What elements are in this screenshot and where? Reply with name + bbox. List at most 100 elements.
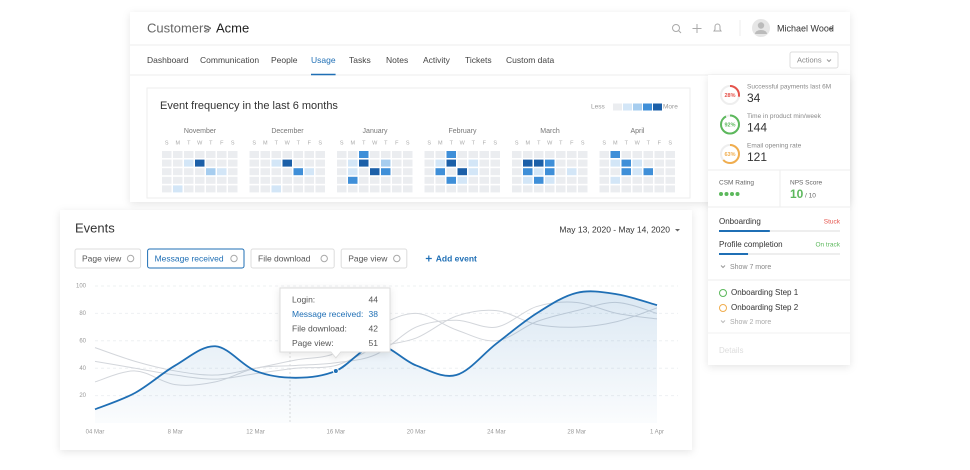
weekday-label: W — [635, 140, 641, 146]
weekday-label: T — [275, 140, 279, 146]
breadcrumb[interactable]: Customers — [147, 20, 210, 35]
nav-tab[interactable]: Notes — [386, 55, 408, 65]
heatmap-cell — [282, 159, 292, 167]
heatmap-cell — [293, 168, 303, 176]
heatmap-cell — [643, 185, 653, 193]
date-range[interactable]: May 13, 2020 - May 14, 2020 — [559, 224, 670, 234]
step-label[interactable]: Onboarding Step 1 — [731, 288, 799, 297]
heatmap-cell — [403, 168, 413, 176]
filter-chip[interactable] — [147, 248, 245, 269]
weekday-label: M — [175, 140, 180, 146]
heatmap-cell — [654, 168, 664, 176]
heatmap-cell — [359, 176, 369, 184]
add-icon[interactable] — [692, 24, 702, 33]
heatmap-cell — [490, 168, 500, 176]
heatmap-cell — [643, 151, 653, 158]
heatmap-cell — [621, 185, 631, 193]
x-tick-label: 16 Mar — [327, 430, 346, 436]
show-more[interactable]: Show 2 more — [730, 319, 771, 326]
x-tick-label: 04 Mar — [86, 430, 105, 436]
heatmap-cell — [370, 159, 380, 167]
heatmap-cell — [435, 185, 445, 193]
heatmap-cell — [654, 159, 664, 167]
heatmap-cell — [610, 185, 620, 193]
remove-icon[interactable] — [126, 254, 135, 263]
heatmap-cell — [282, 176, 292, 184]
nav-tab[interactable]: Usage — [311, 55, 336, 65]
heatmap-cell — [392, 151, 402, 158]
heatmap-cell — [545, 168, 555, 176]
filter-chip[interactable] — [340, 248, 408, 269]
progress-track — [719, 253, 840, 255]
nav-tab[interactable]: Communication — [200, 55, 259, 65]
heatmap-cell — [195, 168, 205, 176]
events-title: Events — [75, 220, 115, 235]
add-event[interactable]: Add event — [436, 253, 477, 263]
remove-icon[interactable] — [230, 254, 238, 263]
nav-tab[interactable]: Custom data — [506, 55, 554, 65]
weekday-label: T — [297, 140, 301, 146]
heatmap-cell — [610, 159, 620, 167]
weekday-label: T — [537, 140, 541, 146]
filter-chip[interactable] — [74, 248, 142, 269]
weekday-label: T — [559, 140, 563, 146]
heatmap-cell — [446, 185, 456, 193]
heatmap-cell — [654, 185, 664, 193]
nav-tab[interactable]: Dashboard — [147, 55, 189, 65]
weekday-label: F — [483, 140, 487, 146]
heatmap-cell — [315, 168, 325, 176]
heatmap-cell — [315, 151, 325, 158]
remove-icon[interactable] — [393, 254, 401, 263]
heatmap-cell — [337, 176, 347, 184]
user-name[interactable]: Michael Wood — [777, 23, 834, 33]
heatmap-cell — [654, 151, 664, 158]
heatmap-cell — [370, 185, 380, 193]
bell-icon[interactable] — [713, 23, 722, 32]
nav-tab[interactable]: Tickets — [465, 55, 492, 65]
actions-button[interactable] — [789, 51, 839, 69]
show-more[interactable]: Show 7 more — [730, 264, 771, 271]
heatmap-cell — [479, 185, 489, 193]
heatmap-cell — [512, 151, 522, 158]
filter-label: Page view — [82, 253, 122, 263]
heatmap-cell — [249, 176, 259, 184]
nav-tab[interactable]: People — [271, 55, 298, 65]
heatmap-cell — [348, 185, 358, 193]
nav-tab[interactable]: Activity — [423, 55, 451, 65]
heatmap-cell — [173, 168, 183, 176]
metric-value: 144 — [747, 121, 767, 135]
tooltip-label: Page view: — [292, 338, 334, 348]
heatmap-cell — [228, 176, 238, 184]
heatmap-cell — [392, 168, 402, 176]
y-tick-label: 60 — [79, 338, 86, 344]
heatmap-cell — [534, 151, 544, 158]
heatmap-cell — [632, 168, 642, 176]
heatmap-cell — [337, 159, 347, 167]
heatmap-cell — [468, 159, 478, 167]
heatmap-cell — [643, 168, 653, 176]
metric-label: Time in product min/week — [747, 113, 822, 120]
tooltip — [279, 287, 391, 359]
heatmap-cell — [348, 159, 358, 167]
legend-less: Less — [591, 104, 605, 111]
nav-tab[interactable]: Tasks — [349, 55, 371, 65]
heatmap-cell — [403, 176, 413, 184]
chevron — [720, 265, 726, 269]
heatmap-cell — [206, 176, 216, 184]
heatmap-cell — [271, 151, 281, 158]
heatmap-cell — [479, 151, 489, 158]
search-icon[interactable] — [672, 24, 680, 32]
weekday-label: M — [438, 140, 443, 146]
filter-chip[interactable] — [250, 248, 335, 269]
weekday-label: T — [209, 140, 213, 146]
heatmap-cell — [304, 159, 314, 167]
heatmap-cell — [217, 176, 227, 184]
step-label[interactable]: Onboarding Step 2 — [731, 303, 799, 312]
heatmap-cell — [403, 185, 413, 193]
heatmap-cell — [370, 151, 380, 158]
remove-icon[interactable] — [320, 254, 328, 263]
x-tick-label: 28 Mar — [567, 430, 586, 436]
x-tick-label: 8 Mar — [168, 430, 183, 436]
weekday-label: F — [308, 140, 312, 146]
heatmap-cell — [271, 159, 281, 167]
